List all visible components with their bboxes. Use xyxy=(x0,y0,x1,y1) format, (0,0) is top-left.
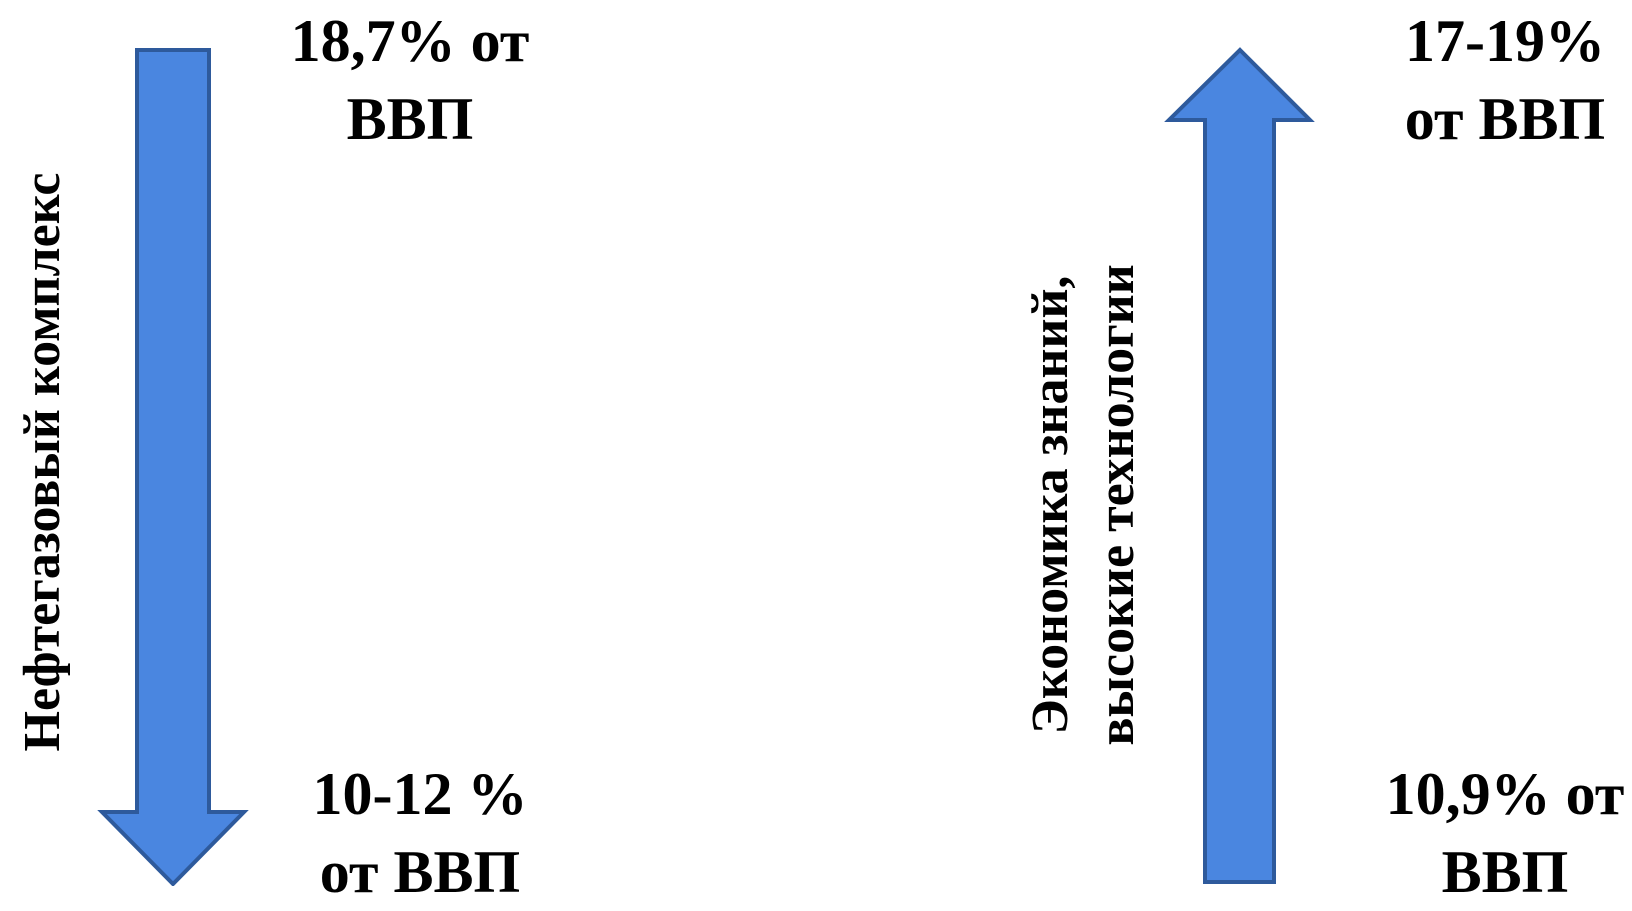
knowledge-economy-bottom-value: 10,9% от ВВП xyxy=(1385,761,1625,905)
arrows-canvas xyxy=(97,47,1315,886)
oil-gas-top-value: 18,7% от ВВП xyxy=(290,8,530,152)
knowledge-economy-label: Экономика знаний, высокие технологии xyxy=(1022,264,1145,746)
oil-gas-label: Нефтегазовый комплекс xyxy=(14,172,71,752)
oil-gas-bottom-value: 10-12 % от ВВП xyxy=(312,761,528,905)
down-arrow-icon xyxy=(97,48,249,886)
knowledge-economy-top-value: 17-19% от ВВП xyxy=(1404,8,1606,152)
up-arrow-icon xyxy=(1164,47,1315,884)
